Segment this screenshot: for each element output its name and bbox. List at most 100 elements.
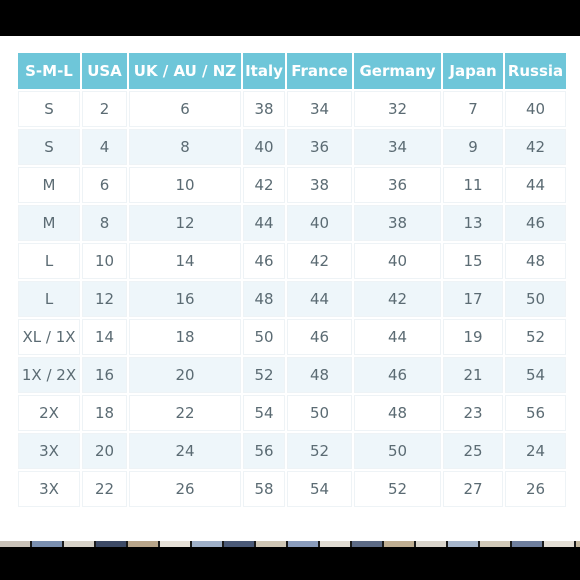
thumbnail — [416, 541, 446, 547]
cell-france: 52 — [287, 433, 352, 469]
col-header-france: France — [287, 53, 352, 89]
cell-italy: 54 — [243, 395, 285, 431]
top-letterbox — [0, 0, 580, 36]
thumbnail — [96, 541, 126, 547]
cell-uk-au-nz: 8 — [129, 129, 241, 165]
table-row: S 4 8 40 36 34 9 42 — [18, 129, 566, 165]
cell-russia: 48 — [505, 243, 566, 279]
cell-germany: 50 — [354, 433, 441, 469]
cell-france: 40 — [287, 205, 352, 241]
cell-russia: 46 — [505, 205, 566, 241]
cell-russia: 50 — [505, 281, 566, 317]
cell-france: 42 — [287, 243, 352, 279]
thumbnail — [128, 541, 158, 547]
cell-sml: 3X — [18, 471, 80, 507]
cell-germany: 52 — [354, 471, 441, 507]
cell-russia: 44 — [505, 167, 566, 203]
size-chart-header: S-M-L USA UK / AU / NZ Italy France Germ… — [18, 53, 566, 89]
cell-sml: S — [18, 129, 80, 165]
cell-italy: 56 — [243, 433, 285, 469]
thumbnail — [480, 541, 510, 547]
cell-sml: XL / 1X — [18, 319, 80, 355]
cell-uk-au-nz: 6 — [129, 91, 241, 127]
thumbnail — [160, 541, 190, 547]
cell-sml: M — [18, 167, 80, 203]
cell-usa: 16 — [82, 357, 127, 393]
thumbnail — [448, 541, 478, 547]
col-header-sml: S-M-L — [18, 53, 80, 89]
cell-sml: 1X / 2X — [18, 357, 80, 393]
cell-uk-au-nz: 22 — [129, 395, 241, 431]
cell-france: 34 — [287, 91, 352, 127]
cell-japan: 21 — [443, 357, 503, 393]
cell-japan: 9 — [443, 129, 503, 165]
cell-italy: 40 — [243, 129, 285, 165]
cell-uk-au-nz: 12 — [129, 205, 241, 241]
cell-usa: 8 — [82, 205, 127, 241]
col-header-italy: Italy — [243, 53, 285, 89]
cell-uk-au-nz: 20 — [129, 357, 241, 393]
cell-uk-au-nz: 10 — [129, 167, 241, 203]
table-row: 1X / 2X 16 20 52 48 46 21 54 — [18, 357, 566, 393]
cell-france: 44 — [287, 281, 352, 317]
table-row: M 8 12 44 40 38 13 46 — [18, 205, 566, 241]
cell-germany: 46 — [354, 357, 441, 393]
size-chart-body: S 2 6 38 34 32 7 40 S 4 8 40 36 34 9 42 M 6 10 42 38 36 11 44 M 8… — [18, 91, 566, 507]
cell-sml: 2X — [18, 395, 80, 431]
cell-sml: L — [18, 243, 80, 279]
col-header-uk-au-nz: UK / AU / NZ — [129, 53, 241, 89]
cell-japan: 13 — [443, 205, 503, 241]
cell-italy: 38 — [243, 91, 285, 127]
cell-germany: 34 — [354, 129, 441, 165]
thumbnail — [0, 541, 30, 547]
cell-japan: 7 — [443, 91, 503, 127]
cell-italy: 46 — [243, 243, 285, 279]
cell-usa: 22 — [82, 471, 127, 507]
thumbnail — [192, 541, 222, 547]
cell-uk-au-nz: 16 — [129, 281, 241, 317]
size-chart-table: S-M-L USA UK / AU / NZ Italy France Germ… — [16, 51, 568, 509]
cell-russia: 56 — [505, 395, 566, 431]
cell-france: 48 — [287, 357, 352, 393]
cell-uk-au-nz: 14 — [129, 243, 241, 279]
cell-italy: 52 — [243, 357, 285, 393]
cell-germany: 38 — [354, 205, 441, 241]
table-row: 2X 18 22 54 50 48 23 56 — [18, 395, 566, 431]
cell-france: 50 — [287, 395, 352, 431]
cell-germany: 48 — [354, 395, 441, 431]
cell-france: 54 — [287, 471, 352, 507]
cell-japan: 15 — [443, 243, 503, 279]
cell-italy: 48 — [243, 281, 285, 317]
cell-italy: 44 — [243, 205, 285, 241]
cell-sml: L — [18, 281, 80, 317]
thumbnail — [512, 541, 542, 547]
table-row: M 6 10 42 38 36 11 44 — [18, 167, 566, 203]
thumbnail — [352, 541, 382, 547]
cell-japan: 25 — [443, 433, 503, 469]
cell-usa: 20 — [82, 433, 127, 469]
cell-france: 36 — [287, 129, 352, 165]
cell-sml: S — [18, 91, 80, 127]
col-header-russia: Russia — [505, 53, 566, 89]
cell-uk-au-nz: 26 — [129, 471, 241, 507]
cell-usa: 10 — [82, 243, 127, 279]
thumbnail — [64, 541, 94, 547]
cell-sml: 3X — [18, 433, 80, 469]
thumbnail — [320, 541, 350, 547]
thumbnail — [32, 541, 62, 547]
thumbnail — [384, 541, 414, 547]
table-row: L 10 14 46 42 40 15 48 — [18, 243, 566, 279]
cell-italy: 50 — [243, 319, 285, 355]
col-header-japan: Japan — [443, 53, 503, 89]
thumbnail — [576, 541, 580, 547]
cell-germany: 36 — [354, 167, 441, 203]
col-header-germany: Germany — [354, 53, 441, 89]
cell-japan: 11 — [443, 167, 503, 203]
cell-germany: 44 — [354, 319, 441, 355]
cell-usa: 18 — [82, 395, 127, 431]
thumbnail — [288, 541, 318, 547]
cell-france: 38 — [287, 167, 352, 203]
cell-japan: 27 — [443, 471, 503, 507]
header-row: S-M-L USA UK / AU / NZ Italy France Germ… — [18, 53, 566, 89]
cell-italy: 58 — [243, 471, 285, 507]
